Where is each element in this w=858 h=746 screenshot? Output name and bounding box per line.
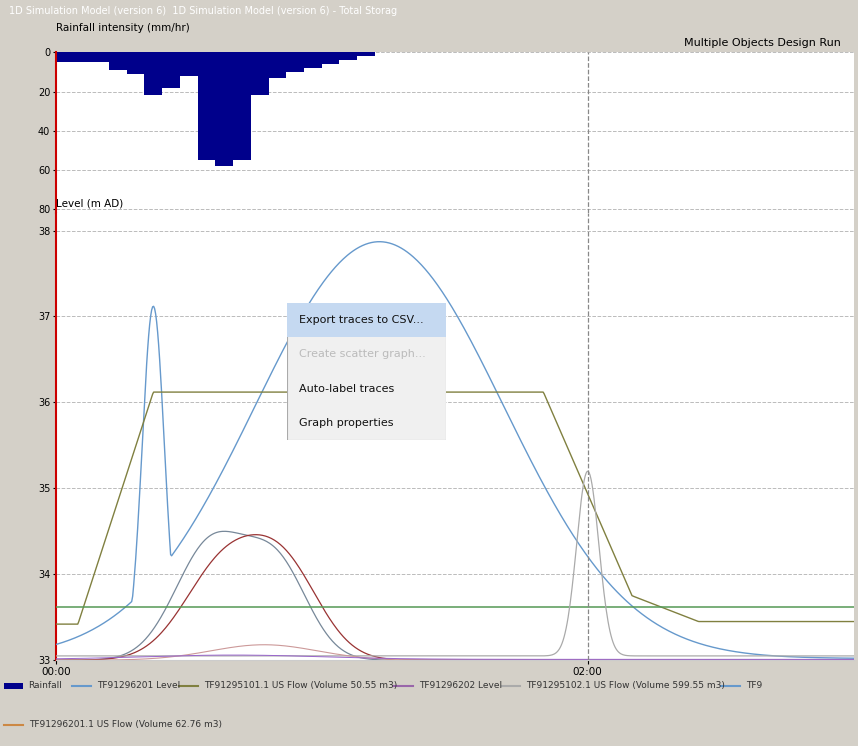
Bar — [74, 52, 91, 62]
Text: TF91296202 Level: TF91296202 Level — [419, 681, 502, 691]
Text: Rainfall: Rainfall — [28, 681, 62, 691]
Bar — [56, 52, 74, 62]
Text: TF91296201 Level: TF91296201 Level — [97, 681, 180, 691]
Bar — [340, 52, 357, 60]
Bar — [233, 52, 251, 160]
Bar — [251, 52, 269, 95]
Text: Create scatter graph...: Create scatter graph... — [299, 349, 426, 360]
Text: TF9: TF9 — [746, 681, 763, 691]
Text: 1D Simulation Model (version 6)  1D Simulation Model (version 6) - Total Storag: 1D Simulation Model (version 6) 1D Simul… — [9, 6, 396, 16]
Bar — [144, 52, 162, 95]
Bar — [4, 683, 23, 689]
Text: Rainfall intensity (mm/hr): Rainfall intensity (mm/hr) — [56, 23, 190, 33]
Bar — [127, 52, 144, 74]
Text: TF91296201.1 US Flow (Volume 62.76 m3): TF91296201.1 US Flow (Volume 62.76 m3) — [29, 720, 222, 729]
Bar — [109, 52, 127, 70]
Bar — [91, 52, 109, 62]
Text: TF91295102.1 US Flow (Volume 599.55 m3): TF91295102.1 US Flow (Volume 599.55 m3) — [527, 681, 725, 691]
Bar — [180, 52, 197, 76]
Bar — [287, 303, 446, 337]
Text: TF91295101.1 US Flow (Volume 50.55 m3): TF91295101.1 US Flow (Volume 50.55 m3) — [204, 681, 397, 691]
Text: Auto-label traces: Auto-label traces — [299, 383, 394, 394]
Bar — [287, 52, 304, 72]
Text: Multiple Objects Design Run: Multiple Objects Design Run — [684, 38, 841, 48]
Bar — [215, 52, 233, 166]
Bar — [357, 52, 375, 56]
Text: Level (m AD): Level (m AD) — [56, 199, 123, 209]
Bar — [322, 52, 340, 64]
Bar — [304, 52, 322, 68]
Bar — [197, 52, 215, 160]
Bar — [269, 52, 287, 78]
Bar — [162, 52, 180, 87]
Text: Export traces to CSV...: Export traces to CSV... — [299, 315, 423, 325]
Text: Graph properties: Graph properties — [299, 418, 393, 428]
